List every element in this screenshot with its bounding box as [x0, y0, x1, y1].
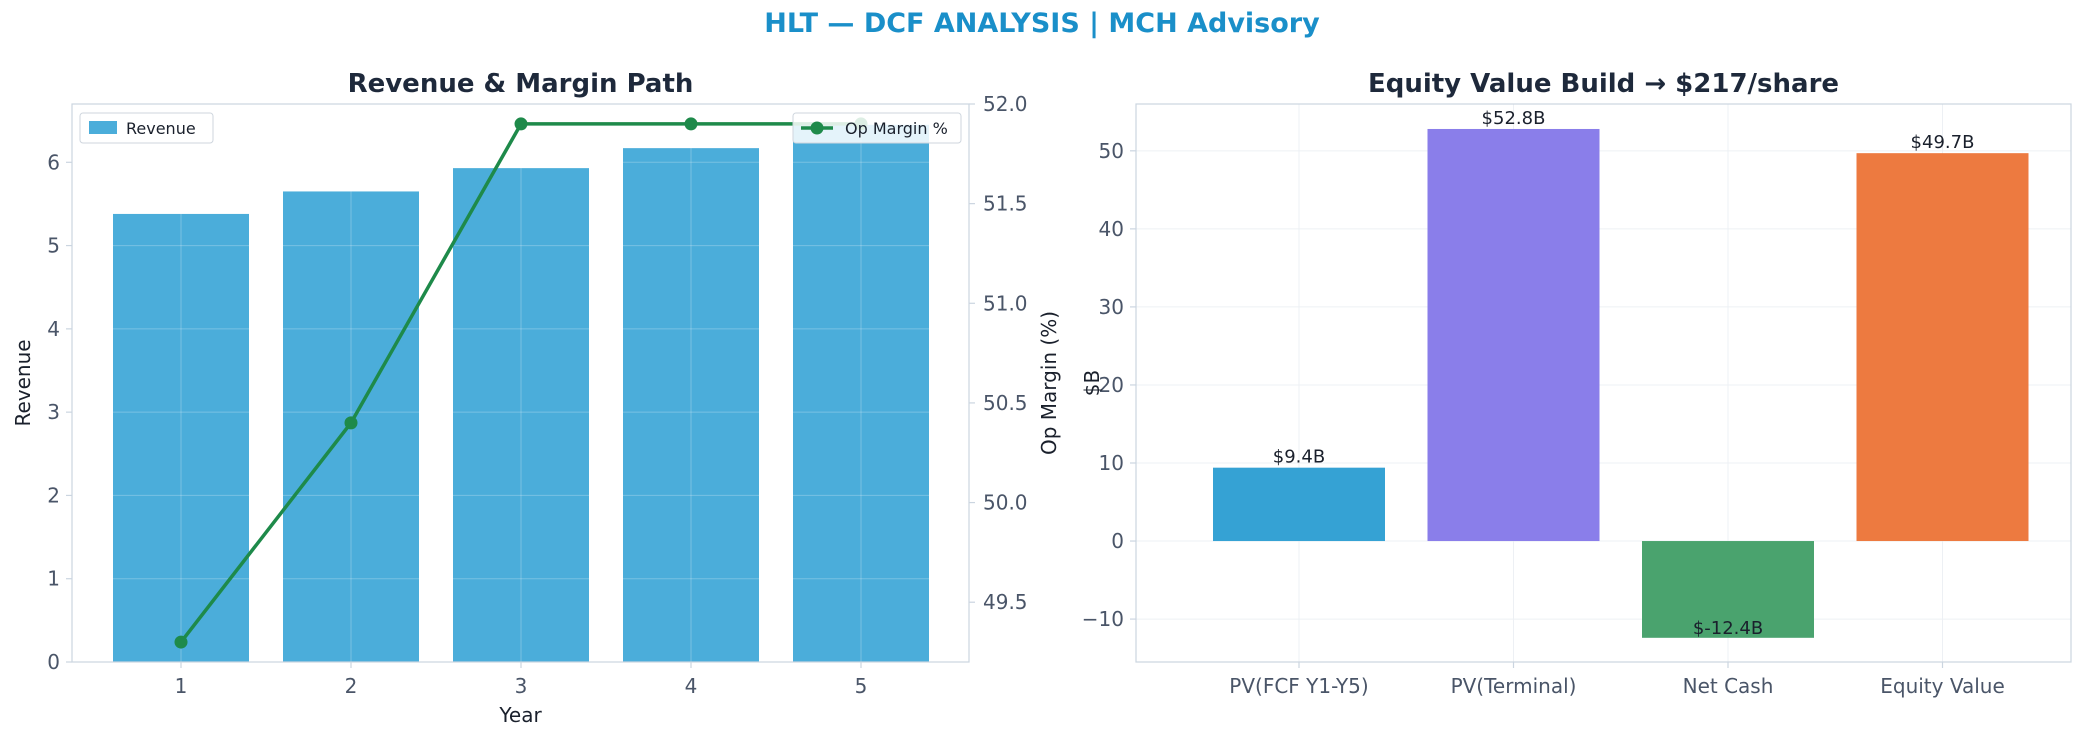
y-tick-label: 10: [1099, 451, 1124, 475]
x-tick-label: PV(Terminal): [1451, 674, 1577, 698]
legend-revenue: Revenue: [79, 112, 214, 144]
legend-swatch: [89, 121, 117, 134]
revenue-bar: [623, 148, 759, 662]
x-tick-label: 1: [175, 674, 188, 698]
op-margin-point: [514, 117, 528, 131]
x-tick-label: Equity Value: [1880, 674, 2005, 698]
op-margin-point: [174, 635, 188, 649]
op-margin-point: [684, 117, 698, 131]
revenue-bar: [453, 168, 589, 662]
legend-box: [79, 112, 214, 144]
x-tick-label: 5: [855, 674, 868, 698]
legend-label: Revenue: [126, 119, 196, 138]
y2-tick-label: 52.0: [983, 92, 1028, 116]
revenue-bar: [113, 213, 249, 662]
y2-tick-label: 49.5: [983, 590, 1028, 614]
y-tick-label: 4: [47, 317, 60, 341]
y-tick-label: 40: [1099, 217, 1124, 241]
y-tick-label: 20: [1099, 373, 1124, 397]
y-tick-label: 30: [1099, 295, 1124, 319]
legend-box: [792, 112, 962, 144]
y-tick-label: 6: [47, 150, 60, 174]
x-tick-label: PV(FCF Y1-Y5): [1229, 674, 1368, 698]
bar-data-label: $-12.4B: [1693, 618, 1763, 639]
y2-tick-label: 50.0: [983, 491, 1028, 515]
y-tick-label: 50: [1099, 139, 1124, 163]
x-tick-label: 3: [515, 674, 528, 698]
legend-op-margin: Op Margin %: [792, 112, 962, 144]
bar-data-label: $52.8B: [1482, 108, 1546, 129]
x-tick-label: Net Cash: [1683, 674, 1774, 698]
y-axis-label: Revenue: [11, 339, 35, 426]
y2-tick-label: 51.5: [983, 192, 1028, 216]
x-axis-label: Year: [498, 703, 542, 727]
y-axis-label: $B: [1080, 370, 1104, 396]
y-tick-label: 3: [47, 400, 60, 424]
y-tick-label: 5: [47, 234, 60, 258]
equity-bar: [1427, 128, 1600, 542]
y-tick-label: 0: [1111, 529, 1124, 553]
chart-title: Revenue & Margin Path: [348, 69, 694, 99]
op-margin-point: [344, 416, 358, 430]
equity-bar: [1213, 467, 1385, 542]
equity-bar: [1856, 153, 2029, 542]
equity-value-chart: $9.4B $52.8B $-12.4B $49.7B −10 0 10 20 30 40 50 PV…: [1080, 69, 2072, 698]
equity-bar: [1642, 541, 1814, 638]
bar-data-label: $49.7B: [1911, 132, 1975, 153]
legend-marker: [810, 121, 824, 135]
y2-axis-label: Op Margin (%): [1037, 311, 1061, 455]
y-tick-label: −10: [1082, 607, 1124, 631]
x-tick-label: 2: [345, 674, 358, 698]
x-tick-label: 4: [685, 674, 698, 698]
figure-title: HLT — DCF ANALYSIS | MCH Advisory: [764, 8, 1320, 39]
revenue-margin-chart: 0 1 2 3 4 5 6 49.5 50.0 50.5 51.0 51.5 52.0 1 2 3 4 5 Reve…: [11, 69, 1061, 727]
y2-tick-label: 50.5: [983, 391, 1028, 415]
y-tick-label: 1: [47, 567, 60, 591]
revenue-bar: [793, 124, 929, 662]
plot-frame: [1135, 103, 2072, 663]
legend-label: Op Margin %: [845, 119, 948, 138]
bar-data-label: $9.4B: [1273, 447, 1325, 468]
chart-title: Equity Value Build → $217/share: [1368, 69, 1839, 99]
y-tick-label: 0: [47, 650, 60, 674]
y-tick-label: 2: [47, 483, 60, 507]
y2-tick-label: 51.0: [983, 291, 1028, 315]
